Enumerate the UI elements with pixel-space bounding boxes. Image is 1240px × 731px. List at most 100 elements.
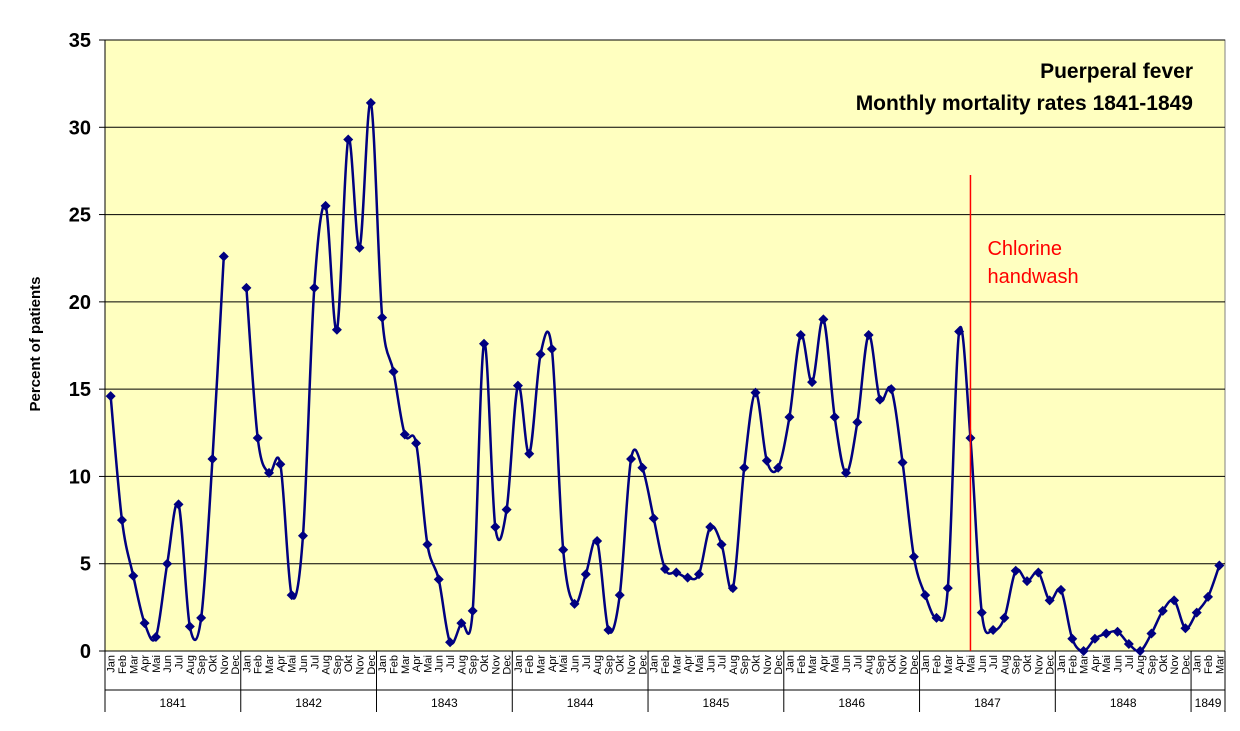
month-tick-label: Feb	[932, 655, 944, 674]
month-tick-label: Feb	[388, 655, 400, 674]
data-point	[139, 618, 150, 629]
month-tick-label: Nov	[1033, 655, 1045, 675]
month-tick-label: Apr	[954, 655, 966, 672]
data-point	[671, 567, 682, 578]
data-point	[716, 539, 727, 550]
month-tick-label: Mai	[422, 655, 434, 673]
data-point	[1123, 639, 1134, 650]
month-tick-label: Sep	[875, 655, 887, 675]
data-point	[365, 97, 376, 108]
data-point	[286, 590, 297, 601]
data-point	[275, 459, 286, 470]
data-point	[445, 637, 456, 648]
month-tick-label: Apr	[275, 655, 287, 672]
data-point	[1169, 595, 1180, 606]
month-tick-label: Mai	[965, 655, 977, 673]
data-point	[1112, 626, 1123, 637]
chart-subtitle: Monthly mortality rates 1841-1849	[856, 92, 1193, 115]
data-point	[874, 394, 885, 405]
month-tick-label: Mai	[151, 655, 163, 673]
month-tick-label: Dec	[366, 655, 378, 675]
data-point	[1067, 633, 1078, 644]
month-tick-label: Feb	[253, 655, 265, 674]
data-point	[1078, 646, 1089, 656]
data-point	[264, 467, 275, 478]
data-point	[569, 598, 580, 609]
month-tick-label: Feb	[1067, 655, 1079, 674]
month-tick-label: Jan	[649, 655, 661, 673]
month-tick-label: Mai	[558, 655, 570, 673]
data-point	[603, 625, 614, 636]
data-point	[988, 625, 999, 636]
data-point	[320, 200, 331, 211]
y-tick-label: 25	[69, 205, 91, 227]
month-tick-label: Okt	[207, 655, 219, 672]
month-tick-label: Jun	[298, 655, 310, 673]
data-point	[512, 380, 523, 391]
month-tick-label: Aug	[999, 655, 1011, 675]
month-tick-label: Jun	[434, 655, 446, 673]
data-point	[693, 569, 704, 580]
data-point	[784, 412, 795, 423]
annotation-line-2: handwash	[987, 266, 1078, 288]
data-point	[1055, 584, 1066, 595]
data-point	[218, 251, 229, 262]
month-tick-label: Mar	[807, 655, 819, 674]
data-point	[1214, 560, 1225, 571]
data-point	[128, 570, 139, 581]
month-tick-label: Jan	[1056, 655, 1068, 673]
month-tick-label: Nov	[490, 655, 502, 675]
year-label: 1846	[838, 696, 865, 710]
year-label: 1847	[974, 696, 1001, 710]
data-point	[739, 462, 750, 473]
month-tick-label: Jun	[569, 655, 581, 673]
data-point	[1180, 623, 1191, 634]
data-point	[897, 457, 908, 468]
month-tick-label: Okt	[751, 655, 763, 672]
data-point	[863, 330, 874, 341]
month-tick-label: Mar	[536, 655, 548, 674]
data-point	[886, 384, 897, 395]
data-point	[150, 632, 161, 643]
data-point	[546, 343, 557, 354]
month-tick-label: Aug	[1135, 655, 1147, 675]
data-point	[1022, 576, 1033, 587]
data-point	[614, 590, 625, 601]
month-tick-label: Mai	[287, 655, 299, 673]
data-point	[727, 583, 738, 594]
data-point	[331, 324, 342, 335]
month-tick-label: Jul	[717, 655, 729, 669]
month-tick-label: Jul	[581, 655, 593, 669]
month-tick-label: Sep	[603, 655, 615, 675]
data-point	[456, 618, 467, 629]
data-point	[660, 563, 670, 574]
month-tick-label: Okt	[886, 655, 898, 672]
data-point	[795, 330, 806, 341]
month-tick-label: Jun	[162, 655, 174, 673]
month-tick-label: Dec	[502, 655, 514, 675]
data-point	[705, 522, 716, 533]
year-label: 1842	[295, 696, 322, 710]
data-point	[297, 530, 308, 541]
month-tick-label: Jul	[988, 655, 1000, 669]
data-point	[908, 551, 919, 562]
month-tick-label: Jul	[1124, 655, 1136, 669]
y-tick-label: 15	[69, 379, 91, 401]
series-line	[109, 256, 226, 642]
data-point	[1146, 628, 1157, 639]
month-tick-label: Jun	[1113, 655, 1125, 673]
month-tick-label: Sep	[739, 655, 751, 675]
data-point	[558, 544, 569, 555]
y-tick-label: 30	[69, 117, 91, 139]
month-tick-label: Dec	[637, 655, 649, 675]
month-tick-label: Aug	[185, 655, 197, 675]
data-point	[807, 377, 818, 388]
data-point	[1157, 605, 1168, 616]
month-tick-label: Mar	[1214, 655, 1226, 674]
month-tick-label: Apr	[1090, 655, 1102, 672]
month-tick-label: Feb	[796, 655, 808, 674]
data-point	[841, 467, 852, 478]
data-point	[162, 558, 173, 569]
month-tick-label: Jun	[705, 655, 717, 673]
